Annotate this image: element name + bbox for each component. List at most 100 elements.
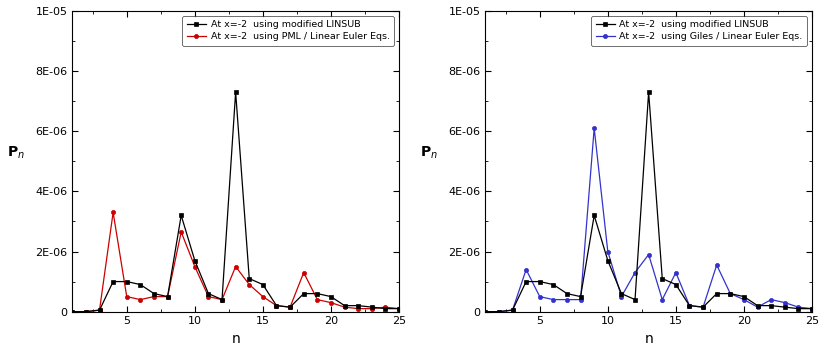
- At x=-2  using PML / Linear Euler Eqs.: [121, 294, 131, 299]
- At x=-2  using modified LINSUB: [643, 90, 653, 94]
- At x=-2  using PML / Linear Euler Eqs.: [394, 306, 404, 311]
- At x=-2  using modified LINSUB: [394, 306, 404, 311]
- At x=-2  using Giles / Linear Euler Eqs.: [576, 298, 586, 302]
- At x=-2  using PML / Linear Euler Eqs.: [244, 282, 254, 287]
- At x=-2  using PML / Linear Euler Eqs.: [272, 304, 282, 308]
- Legend: At x=-2  using modified LINSUB, At x=-2  using PML / Linear Euler Eqs.: At x=-2 using modified LINSUB, At x=-2 u…: [183, 16, 394, 46]
- At x=-2  using modified LINSUB: [507, 308, 517, 312]
- At x=-2  using modified LINSUB: [725, 292, 735, 296]
- At x=-2  using Giles / Linear Euler Eqs.: [521, 268, 531, 272]
- At x=-2  using modified LINSUB: [752, 304, 762, 308]
- At x=-2  using modified LINSUB: [562, 292, 572, 296]
- At x=-2  using modified LINSUB: [272, 304, 282, 308]
- At x=-2  using PML / Linear Euler Eqs.: [94, 308, 104, 312]
- At x=-2  using modified LINSUB: [698, 305, 708, 309]
- At x=-2  using PML / Linear Euler Eqs.: [258, 294, 268, 299]
- At x=-2  using PML / Linear Euler Eqs.: [230, 264, 240, 269]
- At x=-2  using modified LINSUB: [630, 298, 640, 302]
- At x=-2  using modified LINSUB: [258, 282, 268, 287]
- At x=-2  using modified LINSUB: [230, 90, 240, 94]
- At x=-2  using Giles / Linear Euler Eqs.: [643, 252, 653, 257]
- At x=-2  using PML / Linear Euler Eqs.: [149, 294, 159, 299]
- At x=-2  using Giles / Linear Euler Eqs.: [589, 126, 599, 130]
- At x=-2  using modified LINSUB: [354, 304, 363, 308]
- At x=-2  using Giles / Linear Euler Eqs.: [725, 292, 735, 296]
- At x=-2  using Giles / Linear Euler Eqs.: [752, 305, 762, 309]
- At x=-2  using Giles / Linear Euler Eqs.: [548, 298, 558, 302]
- At x=-2  using modified LINSUB: [739, 294, 749, 299]
- Line: At x=-2  using modified LINSUB: At x=-2 using modified LINSUB: [483, 90, 814, 314]
- At x=-2  using Giles / Linear Euler Eqs.: [534, 294, 544, 299]
- At x=-2  using PML / Linear Euler Eqs.: [217, 298, 227, 302]
- Y-axis label: $\mathbf{P}_n$: $\mathbf{P}_n$: [420, 145, 438, 161]
- At x=-2  using Giles / Linear Euler Eqs.: [494, 310, 504, 314]
- At x=-2  using modified LINSUB: [534, 280, 544, 284]
- At x=-2  using modified LINSUB: [176, 213, 186, 217]
- X-axis label: n: n: [644, 332, 653, 346]
- At x=-2  using PML / Linear Euler Eqs.: [163, 294, 173, 299]
- At x=-2  using Giles / Linear Euler Eqs.: [481, 310, 491, 314]
- At x=-2  using Giles / Linear Euler Eqs.: [616, 294, 626, 299]
- At x=-2  using Giles / Linear Euler Eqs.: [739, 298, 749, 302]
- At x=-2  using PML / Linear Euler Eqs.: [135, 298, 145, 302]
- At x=-2  using modified LINSUB: [521, 280, 531, 284]
- At x=-2  using modified LINSUB: [339, 304, 349, 308]
- At x=-2  using PML / Linear Euler Eqs.: [285, 305, 295, 309]
- At x=-2  using modified LINSUB: [657, 276, 667, 281]
- At x=-2  using modified LINSUB: [603, 258, 613, 263]
- At x=-2  using modified LINSUB: [217, 298, 227, 302]
- At x=-2  using Giles / Linear Euler Eqs.: [794, 305, 804, 309]
- At x=-2  using PML / Linear Euler Eqs.: [190, 264, 200, 269]
- At x=-2  using PML / Linear Euler Eqs.: [312, 298, 322, 302]
- At x=-2  using PML / Linear Euler Eqs.: [326, 300, 336, 305]
- At x=-2  using Giles / Linear Euler Eqs.: [698, 305, 708, 309]
- At x=-2  using modified LINSUB: [671, 282, 681, 287]
- At x=-2  using modified LINSUB: [576, 294, 586, 299]
- At x=-2  using modified LINSUB: [244, 276, 254, 281]
- At x=-2  using modified LINSUB: [548, 282, 558, 287]
- At x=-2  using Giles / Linear Euler Eqs.: [712, 263, 722, 267]
- At x=-2  using modified LINSUB: [616, 292, 626, 296]
- Line: At x=-2  using modified LINSUB: At x=-2 using modified LINSUB: [70, 90, 401, 314]
- At x=-2  using modified LINSUB: [326, 294, 336, 299]
- At x=-2  using modified LINSUB: [299, 292, 309, 296]
- At x=-2  using PML / Linear Euler Eqs.: [339, 305, 349, 309]
- At x=-2  using modified LINSUB: [589, 213, 599, 217]
- At x=-2  using modified LINSUB: [780, 305, 790, 309]
- At x=-2  using modified LINSUB: [381, 306, 391, 311]
- At x=-2  using PML / Linear Euler Eqs.: [68, 310, 78, 314]
- At x=-2  using Giles / Linear Euler Eqs.: [807, 306, 817, 311]
- At x=-2  using modified LINSUB: [121, 280, 131, 284]
- At x=-2  using Giles / Linear Euler Eqs.: [507, 308, 517, 312]
- At x=-2  using modified LINSUB: [481, 310, 491, 314]
- At x=-2  using modified LINSUB: [807, 306, 817, 311]
- At x=-2  using PML / Linear Euler Eqs.: [176, 230, 186, 234]
- At x=-2  using PML / Linear Euler Eqs.: [299, 270, 309, 275]
- At x=-2  using modified LINSUB: [312, 292, 322, 296]
- At x=-2  using Giles / Linear Euler Eqs.: [562, 298, 572, 302]
- At x=-2  using modified LINSUB: [190, 258, 200, 263]
- At x=-2  using modified LINSUB: [108, 280, 118, 284]
- At x=-2  using PML / Linear Euler Eqs.: [108, 210, 118, 215]
- At x=-2  using modified LINSUB: [685, 304, 695, 308]
- At x=-2  using Giles / Linear Euler Eqs.: [671, 270, 681, 275]
- At x=-2  using Giles / Linear Euler Eqs.: [685, 304, 695, 308]
- At x=-2  using Giles / Linear Euler Eqs.: [630, 270, 640, 275]
- At x=-2  using modified LINSUB: [367, 305, 377, 309]
- At x=-2  using modified LINSUB: [712, 292, 722, 296]
- At x=-2  using PML / Linear Euler Eqs.: [381, 305, 391, 309]
- Line: At x=-2  using PML / Linear Euler Eqs.: At x=-2 using PML / Linear Euler Eqs.: [70, 210, 401, 314]
- At x=-2  using PML / Linear Euler Eqs.: [203, 294, 213, 299]
- At x=-2  using Giles / Linear Euler Eqs.: [657, 298, 667, 302]
- At x=-2  using modified LINSUB: [135, 282, 145, 287]
- At x=-2  using modified LINSUB: [767, 304, 776, 308]
- At x=-2  using Giles / Linear Euler Eqs.: [780, 300, 790, 305]
- Y-axis label: $\mathbf{P}_n$: $\mathbf{P}_n$: [7, 145, 25, 161]
- At x=-2  using modified LINSUB: [94, 308, 104, 312]
- At x=-2  using Giles / Linear Euler Eqs.: [767, 298, 776, 302]
- At x=-2  using modified LINSUB: [494, 310, 504, 314]
- At x=-2  using modified LINSUB: [149, 292, 159, 296]
- At x=-2  using PML / Linear Euler Eqs.: [81, 310, 91, 314]
- Legend: At x=-2  using modified LINSUB, At x=-2  using Giles / Linear Euler Eqs.: At x=-2 using modified LINSUB, At x=-2 u…: [591, 16, 807, 46]
- At x=-2  using PML / Linear Euler Eqs.: [367, 306, 377, 311]
